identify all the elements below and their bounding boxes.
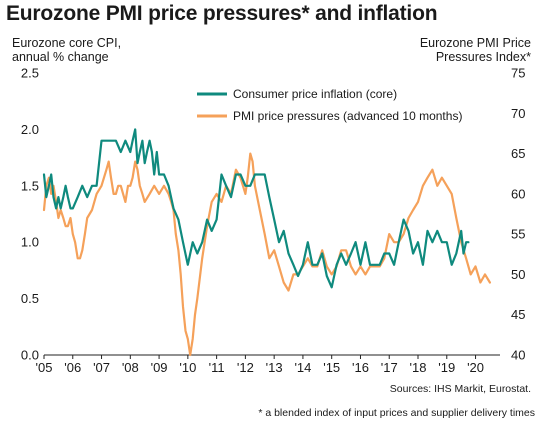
sources-note: Sources: IHS Markit, Eurostat. <box>389 383 531 395</box>
left-tick-label: 2.5 <box>21 66 39 81</box>
x-tick-label: '08 <box>122 360 139 375</box>
right-axis-title-line-1: Eurozone PMI Price <box>419 36 531 50</box>
right-axis-ticks: 40 45 50 55 60 65 70 75 <box>511 66 525 363</box>
footnote: * a blended index of input prices and su… <box>258 407 535 419</box>
left-tick-label: 2.0 <box>21 122 39 137</box>
right-tick-label: 50 <box>511 267 525 282</box>
right-tick-label: 45 <box>511 307 525 322</box>
x-axis-ticks: '05 '06 '07 '08 '09 '10 '11 '12 '13 '14 '15 '16 '17 '… <box>36 355 484 375</box>
right-tick-label: 55 <box>511 227 525 242</box>
x-tick-label: '16 <box>352 360 369 375</box>
page-title: Eurozone PMI price pressures* and inflat… <box>6 2 438 25</box>
left-tick-label: 0.0 <box>21 348 39 363</box>
x-tick-label: '17 <box>381 360 398 375</box>
left-tick-label: 1.5 <box>21 178 39 193</box>
x-tick-label: '19 <box>438 360 455 375</box>
right-axis-title-line-2: Pressures Index* <box>435 50 531 64</box>
legend-label-pmi: PMI price pressures (advanced 10 months) <box>233 109 462 123</box>
left-axis-title-line-1: Eurozone core CPI, <box>12 36 122 50</box>
right-tick-label: 70 <box>511 106 525 121</box>
x-tick-label: '09 <box>151 360 168 375</box>
x-tick-label: '07 <box>93 360 110 375</box>
x-tick-label: '05 <box>36 360 53 375</box>
x-tick-label: '10 <box>179 360 196 375</box>
right-tick-label: 60 <box>511 186 525 201</box>
x-tick-label: '13 <box>266 360 283 375</box>
left-axis-ticks: 0.0 0.5 1.0 1.5 2.0 2.5 <box>21 66 39 363</box>
right-tick-label: 40 <box>511 348 525 363</box>
legend: Consumer price inflation (core) PMI price… <box>197 87 462 123</box>
x-tick-label: '20 <box>467 360 484 375</box>
x-tick-label: '11 <box>209 360 225 375</box>
series-lines <box>42 128 491 357</box>
x-tick-label: '15 <box>323 360 340 375</box>
x-tick-label: '06 <box>64 360 81 375</box>
right-tick-label: 65 <box>511 146 525 161</box>
left-tick-label: 1.0 <box>21 235 39 250</box>
series-line-cpi <box>42 128 470 289</box>
right-tick-label: 75 <box>511 66 525 81</box>
x-tick-label: '12 <box>237 360 254 375</box>
left-axis-title-line-2: annual % change <box>12 50 109 64</box>
series-line-pmi <box>42 152 491 357</box>
right-axis-title: Eurozone PMI Price Pressures Index* <box>420 36 531 64</box>
x-tick-label: '14 <box>294 360 311 375</box>
legend-label-cpi: Consumer price inflation (core) <box>233 87 397 101</box>
left-tick-label: 0.5 <box>21 291 39 306</box>
left-axis-title: Eurozone core CPI, annual % change <box>12 36 121 64</box>
x-tick-label: '18 <box>410 360 427 375</box>
